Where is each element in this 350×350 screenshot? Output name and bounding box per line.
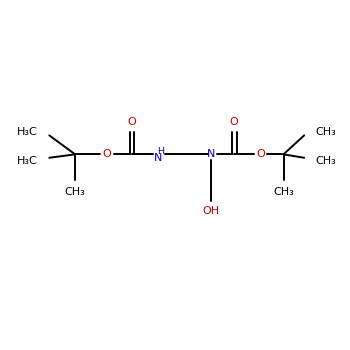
Text: CH₃: CH₃ [316, 155, 336, 166]
Text: O: O [230, 117, 239, 127]
Text: H₃C: H₃C [16, 155, 37, 166]
Text: CH₃: CH₃ [316, 127, 336, 137]
Text: O: O [103, 149, 111, 159]
Text: H: H [157, 147, 164, 156]
Text: N: N [207, 149, 215, 159]
Text: O: O [256, 149, 265, 159]
Text: CH₃: CH₃ [273, 187, 294, 197]
Text: H₃C: H₃C [16, 127, 37, 137]
Text: O: O [127, 117, 136, 127]
Text: CH₃: CH₃ [65, 187, 85, 197]
Text: N: N [154, 153, 162, 163]
Text: OH: OH [203, 206, 220, 216]
